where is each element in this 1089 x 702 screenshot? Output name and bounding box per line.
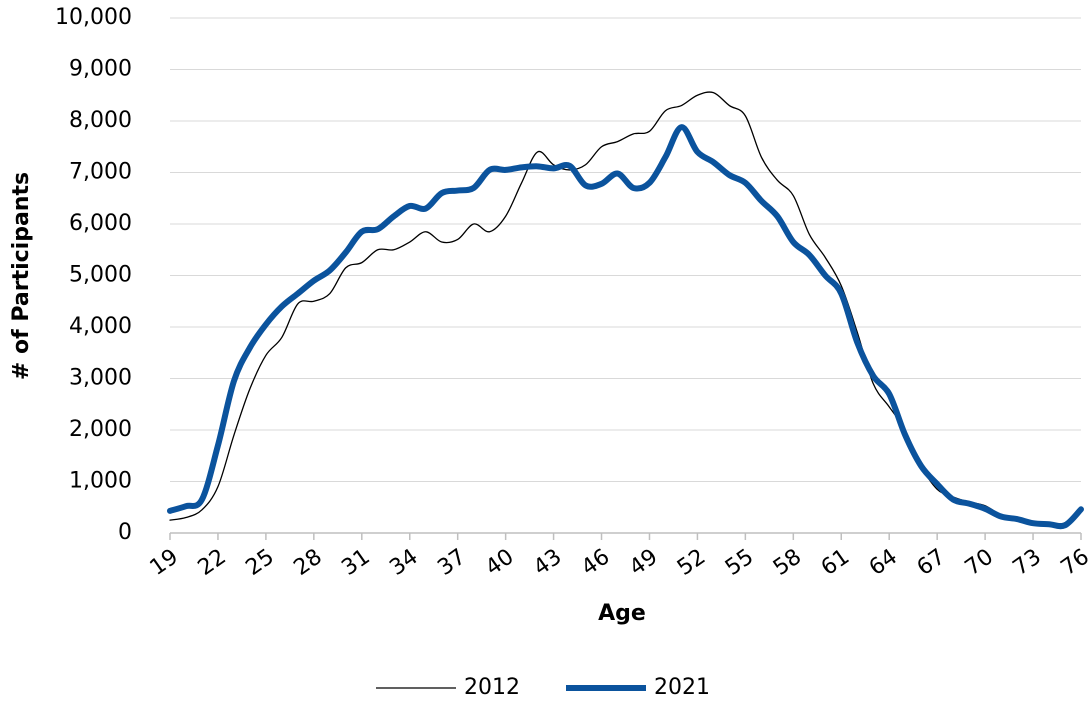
x-tick-label: 70: [961, 544, 998, 581]
x-tick-label: 19: [146, 544, 183, 581]
x-tick-label: 34: [385, 544, 422, 581]
x-tick-label: 43: [529, 544, 566, 581]
y-tick-label: 6,000: [69, 211, 132, 236]
x-tick-label: 49: [625, 544, 662, 581]
x-tick-label: 52: [673, 544, 710, 581]
x-tick-label: 67: [913, 544, 950, 581]
x-tick-label: 55: [721, 544, 758, 581]
y-axis-title: # of Participants: [9, 172, 34, 380]
y-tick-label: 8,000: [69, 108, 132, 133]
x-tick-label: 76: [1057, 544, 1089, 581]
x-axis-title: Age: [598, 601, 646, 626]
series-line: [167, 124, 1084, 530]
legend-label: 2012: [464, 675, 520, 700]
y-tick-label: 2,000: [69, 417, 132, 442]
y-tick-label: 7,000: [69, 160, 132, 185]
x-tick-label: 22: [194, 544, 231, 581]
y-tick-label: 5,000: [69, 263, 132, 288]
x-tick-label: 46: [577, 544, 614, 581]
y-tick-label: 1,000: [69, 469, 132, 494]
x-tick-label: 58: [769, 544, 806, 581]
x-tick-label: 61: [817, 544, 854, 581]
x-tick-label: 40: [481, 544, 518, 581]
legend-label: 2021: [654, 675, 710, 700]
y-tick-label: 4,000: [69, 314, 132, 339]
y-tick-label: 0: [118, 520, 132, 545]
x-tick-label: 73: [1009, 544, 1046, 581]
x-tick-label: 64: [865, 544, 902, 581]
x-tick-label: 31: [337, 544, 374, 581]
x-tick-label: 37: [433, 544, 470, 581]
x-tick-label: 25: [242, 544, 279, 581]
x-tick-label: 28: [289, 544, 326, 581]
y-tick-label: 3,000: [69, 366, 132, 391]
y-tick-label: 9,000: [69, 57, 132, 82]
series-line: [169, 91, 1082, 525]
y-tick-label: 10,000: [55, 5, 132, 30]
